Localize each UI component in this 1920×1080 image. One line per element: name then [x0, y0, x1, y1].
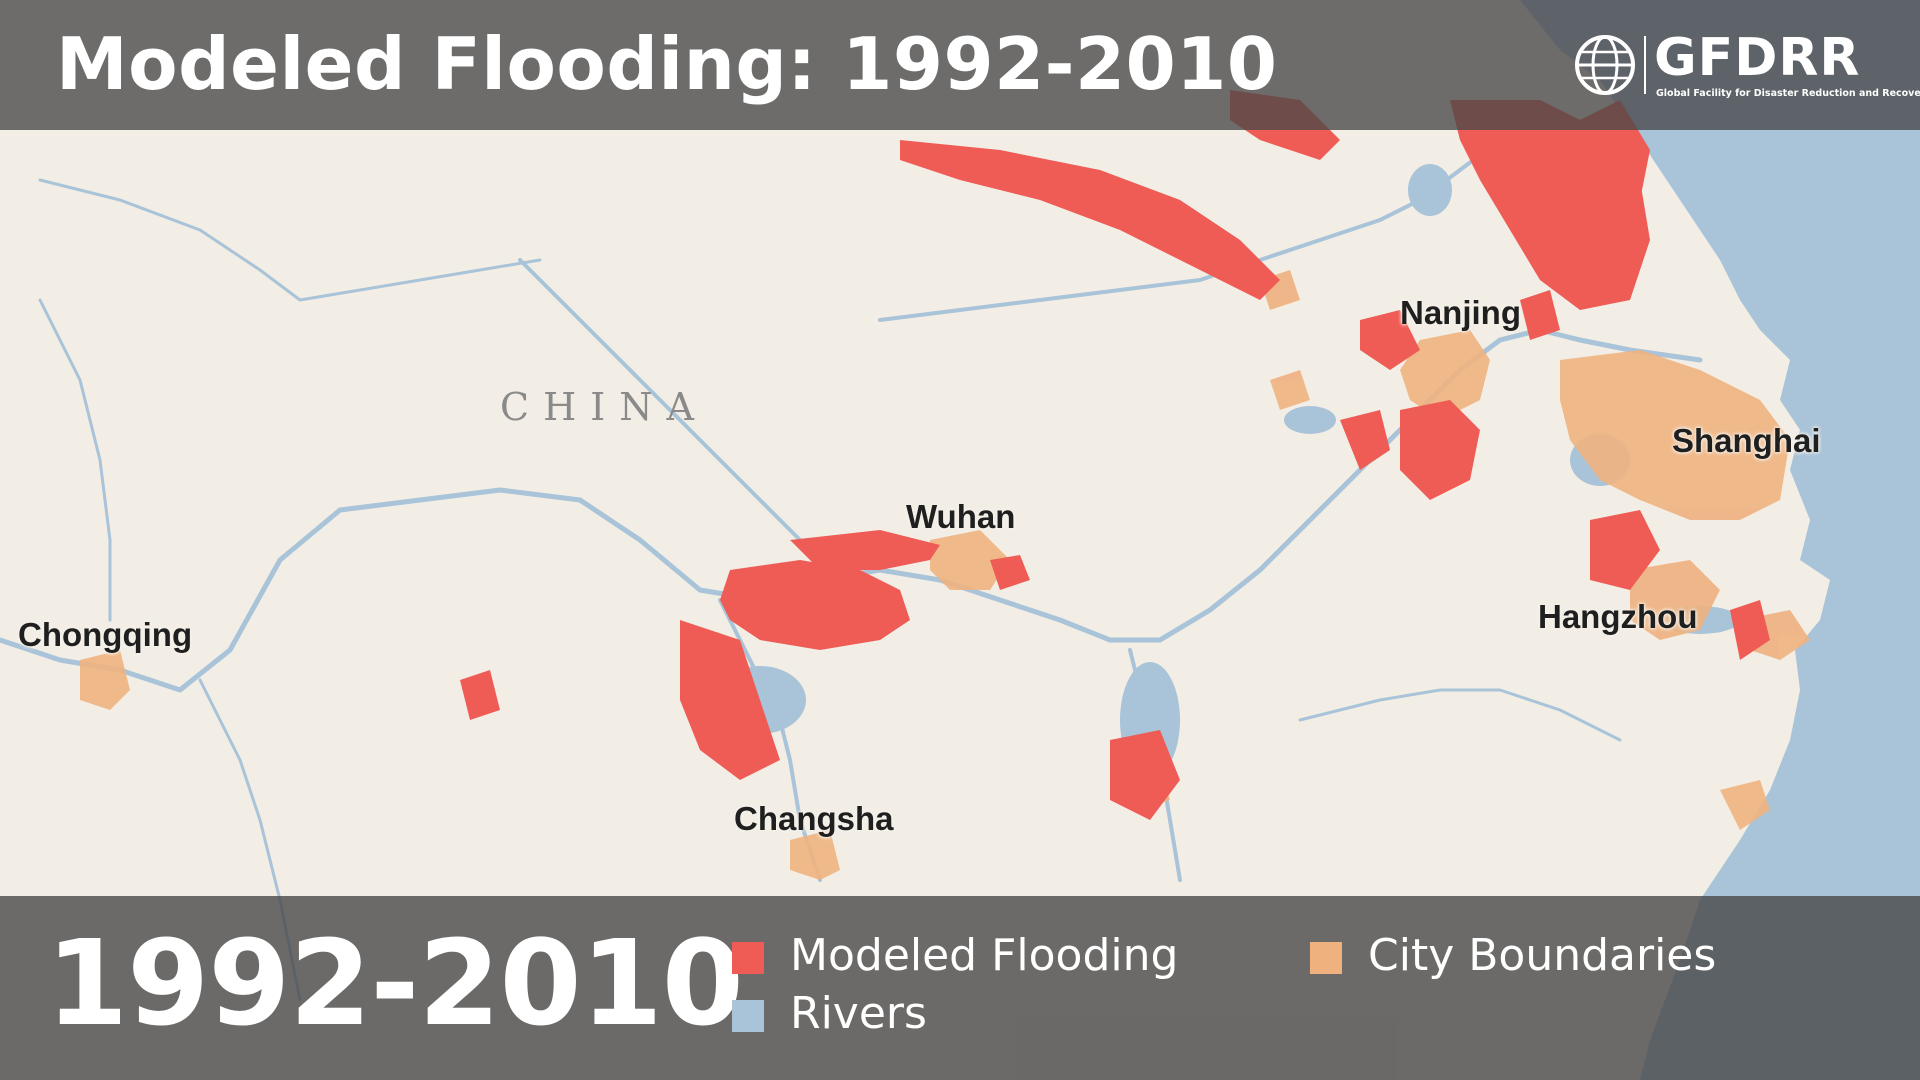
year-range: 1992-2010 — [46, 914, 744, 1052]
legend-label-flooding: Modeled Flooding — [790, 930, 1179, 981]
hangzhou-flood — [1590, 510, 1660, 590]
han-river — [518, 258, 842, 562]
globe-icon — [1575, 35, 1635, 95]
north-river — [38, 178, 542, 302]
footer-bar: 1992-2010 Modeled Flooding Rivers City B… — [0, 896, 1920, 1080]
city-label-hangzhou: Hangzhou — [1538, 598, 1698, 635]
hongze-lake — [1408, 164, 1452, 216]
gfdrr-logo: GFDRR Global Facility for Disaster Reduc… — [1574, 28, 1920, 108]
city-label-nanjing: Nanjing — [1400, 294, 1521, 331]
shanghai-boundary — [1560, 350, 1790, 520]
sea-area — [1520, 0, 1920, 1080]
city-label-chongqing: Chongqing — [18, 616, 193, 653]
wuhan-boundary — [930, 530, 1010, 590]
country-label: CHINA — [500, 385, 708, 429]
hangzhou-boundary — [1630, 560, 1720, 640]
legend-label-city-boundaries: City Boundaries — [1368, 930, 1717, 981]
flooding-swatch — [732, 942, 764, 974]
zhejiang-boundary — [1720, 780, 1770, 830]
wuhan-east-flood — [990, 555, 1030, 590]
chao-lake — [1284, 406, 1336, 434]
city-label-shanghai: Shanghai — [1672, 422, 1821, 459]
dongting-south-flood — [680, 620, 780, 780]
ningbo-flood — [1730, 600, 1770, 660]
page-title: Modeled Flooding: 1992-2010 — [56, 22, 1278, 106]
dongting-flood — [720, 560, 910, 650]
sichuan-flood — [460, 670, 500, 720]
city-label-wuhan: Wuhan — [906, 498, 1016, 535]
rivers-swatch — [732, 1000, 764, 1032]
nanjing-flood — [1360, 310, 1420, 370]
chongqing-boundary — [80, 650, 130, 710]
legend-label-rivers: Rivers — [790, 988, 927, 1039]
city-label-changsha: Changsha — [734, 800, 894, 837]
north-flood-belt — [900, 140, 1280, 300]
logo-divider — [1644, 36, 1646, 94]
hefei-boundary — [1270, 370, 1310, 410]
poyang-flood — [1110, 730, 1180, 820]
wuhan-flood — [790, 530, 940, 570]
southern-river — [1298, 688, 1622, 742]
nanjing-boundary — [1400, 330, 1490, 420]
logo-subtitle: Global Facility for Disaster Reduction a… — [1656, 88, 1920, 99]
jialing-river — [38, 298, 112, 622]
logo-text: GFDRR — [1654, 28, 1861, 88]
city-boundaries-swatch — [1310, 942, 1342, 974]
anhui-flood — [1400, 400, 1480, 500]
changsha-boundary — [790, 830, 840, 880]
south-jiangsu-flood — [1520, 290, 1560, 340]
header-bar: Modeled Flooding: 1992-2010 GFDRR Global… — [0, 0, 1920, 130]
huai-river — [878, 108, 1532, 322]
wuhu-flood — [1340, 410, 1390, 470]
